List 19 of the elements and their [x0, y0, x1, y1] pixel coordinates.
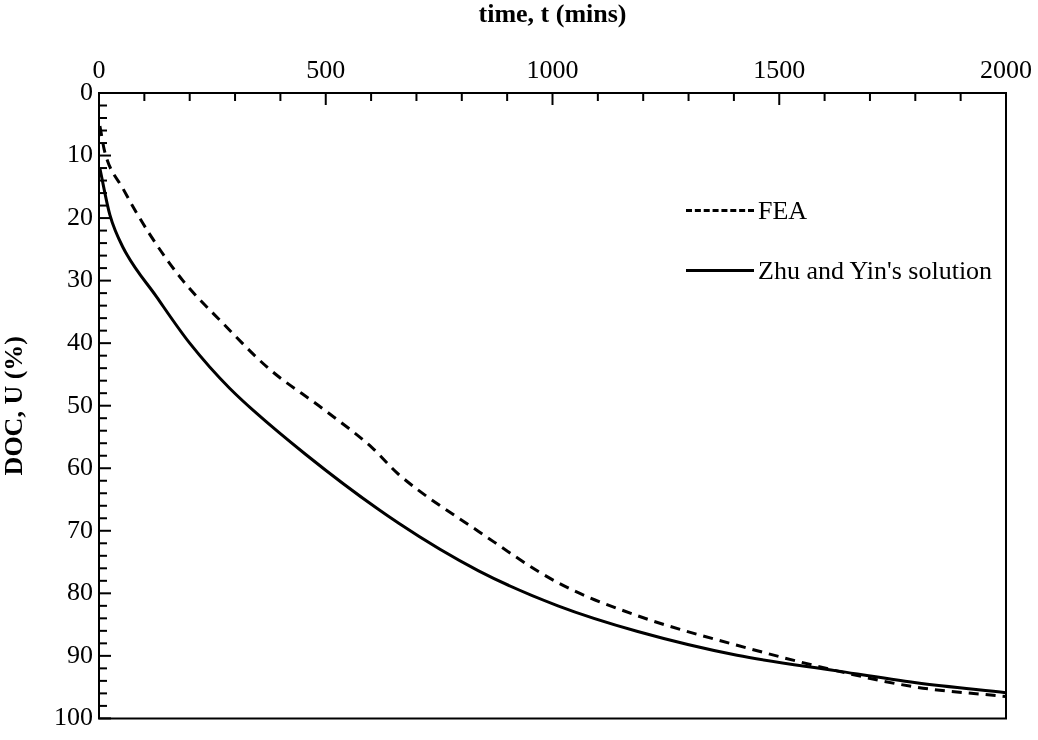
x-axis-title: time, t (mins)	[478, 0, 627, 29]
x-tick-label: 500	[306, 55, 346, 85]
y-tick-label: 10	[67, 139, 93, 169]
y-tick-label: 40	[67, 326, 93, 356]
y-tick-label: 80	[67, 577, 93, 607]
y-tick-label: 50	[67, 389, 93, 419]
x-tick-label: 1000	[526, 55, 579, 85]
legend-label: Zhu and Yin's solution	[758, 255, 993, 286]
y-tick-label: 30	[67, 264, 93, 294]
x-tick-label: 1500	[753, 55, 806, 85]
x-tick-label: 2000	[980, 55, 1032, 85]
y-tick-label: 20	[67, 201, 93, 231]
y-tick-label: 100	[54, 702, 93, 732]
y-tick-label: 70	[67, 514, 93, 544]
y-axis-title: DOC, U (%)	[0, 336, 29, 476]
y-tick-label: 0	[80, 76, 93, 106]
y-tick-label: 60	[67, 452, 93, 482]
y-tick-label: 90	[67, 639, 93, 669]
legend-label: FEA	[758, 195, 808, 226]
